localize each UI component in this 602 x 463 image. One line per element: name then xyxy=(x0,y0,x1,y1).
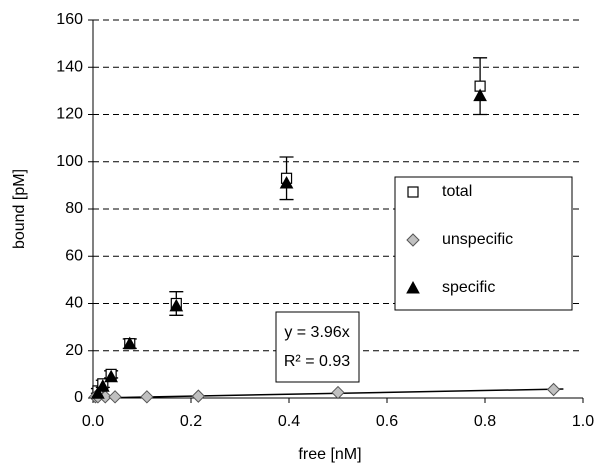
trendline xyxy=(92,388,564,399)
marker-diamond xyxy=(331,385,345,400)
marker-triangle xyxy=(169,298,184,312)
y-tick-label: 140 xyxy=(56,58,83,75)
marker-triangle xyxy=(95,379,110,392)
marker-triangle xyxy=(406,280,420,294)
x-tick-label: 0.8 xyxy=(474,413,496,430)
x-axis-label: free [nM] xyxy=(298,446,361,463)
legend-label: total xyxy=(442,183,472,200)
x-tick-label: 0.0 xyxy=(82,413,104,430)
x-tick-label: 0.6 xyxy=(376,413,398,430)
x-tick-label: 0.2 xyxy=(180,413,202,430)
legend-label: unspecific xyxy=(442,231,513,248)
marker-diamond xyxy=(406,233,420,247)
marker-triangle xyxy=(279,175,294,189)
marker-diamond xyxy=(546,382,561,397)
y-tick-label: 100 xyxy=(56,153,83,170)
y-tick-label: 80 xyxy=(65,200,83,217)
y-tick-label: 40 xyxy=(65,295,83,312)
y-tick-label: 160 xyxy=(56,11,83,28)
y-tick-label: 0 xyxy=(74,389,83,406)
trendline-r2: R² = 0.93 xyxy=(284,353,350,370)
y-tick-label: 120 xyxy=(56,106,83,123)
marker-triangle xyxy=(91,386,105,399)
legend-box xyxy=(394,176,573,311)
y-axis-label: bound [pM] xyxy=(11,169,28,249)
legend-label: specific xyxy=(442,279,495,296)
y-tick-label: 20 xyxy=(65,342,83,359)
x-tick-label: 1.0 xyxy=(572,413,594,430)
trendline-equation: y = 3.96x xyxy=(284,324,349,341)
y-tick-label: 60 xyxy=(65,247,83,264)
marker-diamond xyxy=(191,389,206,403)
marker-triangle xyxy=(104,369,118,383)
marker-triangle xyxy=(122,336,137,350)
marker-square xyxy=(407,186,419,198)
marker-diamond xyxy=(108,390,122,404)
marker-triangle xyxy=(473,88,487,102)
x-tick-label: 0.4 xyxy=(278,413,300,430)
marker-diamond xyxy=(140,390,154,404)
annotation-box xyxy=(275,311,360,383)
